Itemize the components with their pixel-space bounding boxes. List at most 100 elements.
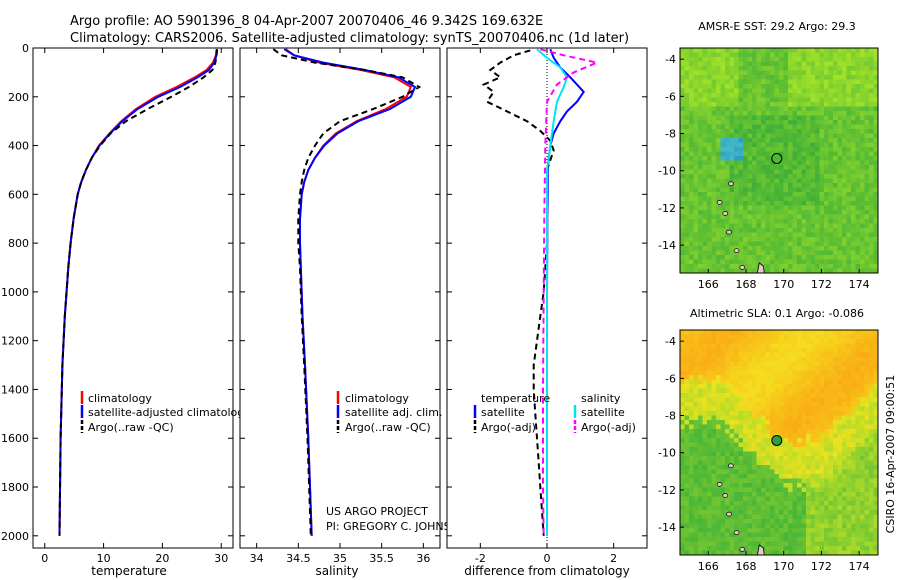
map-cell (851, 151, 856, 157)
map-cell (869, 514, 874, 520)
map-cell (833, 223, 838, 229)
map-cell (873, 268, 879, 274)
map-cell (819, 528, 825, 533)
map-cell (860, 550, 865, 556)
map-cell (824, 151, 829, 157)
map-cell (806, 546, 811, 551)
map-cell (815, 514, 820, 520)
map-cell (756, 505, 762, 511)
map-cell (855, 84, 861, 89)
map-cell (680, 370, 685, 376)
map-cell (716, 151, 721, 157)
map-cell (833, 469, 838, 475)
map-cell (833, 70, 838, 76)
map-cell (729, 196, 735, 202)
map-cell (828, 429, 834, 434)
map-cell (842, 361, 847, 367)
map-cell (698, 438, 703, 443)
map-cell (806, 151, 811, 157)
map-cell (869, 379, 874, 385)
map-cell (698, 519, 703, 524)
map-cell (792, 151, 798, 157)
map-cell (765, 406, 771, 412)
map-cell (743, 192, 748, 197)
map-cell (783, 88, 789, 94)
map-cell (680, 246, 685, 251)
map-cell (806, 433, 811, 439)
map-cell (765, 424, 771, 430)
map-cell (806, 379, 811, 385)
map-cell (797, 259, 802, 265)
map-cell (707, 120, 712, 125)
map-cell (680, 330, 685, 335)
map-cell (824, 223, 829, 229)
map-cell (842, 201, 847, 206)
map-cell (729, 393, 735, 398)
map-cell (752, 138, 757, 143)
map-cell (837, 88, 843, 94)
map-cell (810, 79, 816, 85)
map-cell (752, 75, 757, 80)
map-cell (747, 174, 753, 179)
map-cell (846, 375, 852, 380)
map-cell (680, 237, 685, 242)
map-cell (797, 106, 802, 112)
map-cell (860, 250, 865, 256)
map-cell (747, 192, 753, 197)
map-cell (774, 379, 780, 385)
map-cell (779, 133, 784, 139)
map-cell (864, 492, 870, 497)
map-cell (864, 97, 870, 103)
map-cell (680, 438, 685, 443)
map-cell (815, 133, 820, 139)
map-cell (864, 397, 870, 403)
map-cell (725, 61, 730, 67)
map-cell (702, 187, 708, 193)
map-cell (810, 183, 816, 188)
map-cell (725, 514, 730, 520)
map-cell (725, 165, 730, 170)
map-cell (774, 532, 780, 538)
map-cell (873, 406, 879, 412)
map-cell (765, 205, 771, 211)
map-cell (869, 510, 874, 515)
map-cell (792, 201, 798, 206)
map-cell (806, 528, 811, 533)
map-cell (837, 366, 843, 371)
map-cell (797, 442, 802, 448)
map-cell (752, 183, 757, 188)
map-cell (860, 61, 865, 67)
map-cell (815, 268, 820, 274)
map-cell (837, 546, 843, 551)
map-cell (855, 268, 861, 274)
map-cell (720, 57, 726, 62)
map-cell (689, 496, 694, 502)
map-cell (851, 487, 856, 493)
map-cell (779, 192, 784, 197)
map-cell (873, 541, 879, 547)
map-cell (806, 142, 811, 148)
map-cell (873, 339, 879, 344)
map-cell (756, 357, 762, 362)
map-cell (792, 456, 798, 461)
map-cell (761, 246, 766, 251)
map-cell (864, 433, 870, 439)
map-cell (729, 124, 735, 130)
map-cell (747, 102, 753, 107)
map-cell (797, 70, 802, 76)
map-cell (783, 156, 789, 161)
map-cell (765, 496, 771, 502)
map-cell (855, 187, 861, 193)
map-cell (720, 550, 726, 556)
map-cell (698, 223, 703, 229)
map-cell (842, 496, 847, 502)
map-cell (756, 496, 762, 502)
map-cell (797, 165, 802, 170)
map-cell (711, 447, 717, 452)
map-cell (864, 384, 870, 389)
map-cell (689, 57, 694, 62)
map-cell (747, 52, 753, 58)
map-cell (693, 237, 699, 242)
map-cell (860, 124, 865, 130)
map-cell (846, 93, 852, 98)
